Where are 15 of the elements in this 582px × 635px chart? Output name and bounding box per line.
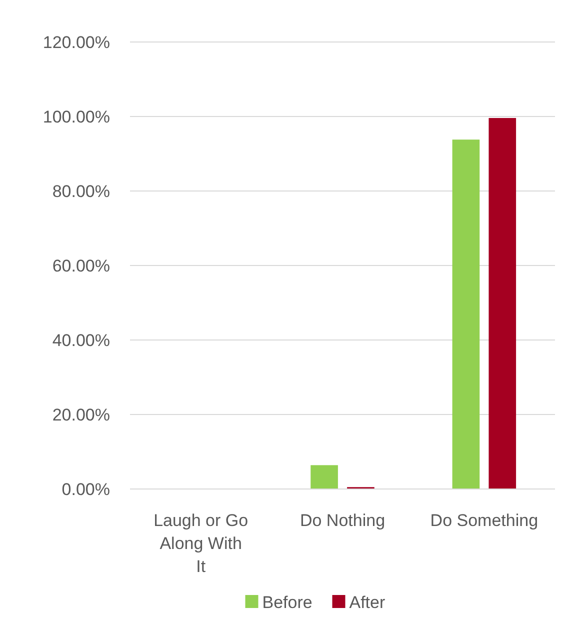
y-tick-label: 60.00% xyxy=(52,256,110,276)
y-tick-label: 100.00% xyxy=(42,107,110,126)
legend-label: After xyxy=(349,592,386,612)
y-tick-label: 0.00% xyxy=(62,480,110,499)
x-tick-label: Do Nothing xyxy=(300,511,386,530)
x-tick-label: Laugh or Go Along With It xyxy=(154,511,248,576)
legend-label: Before xyxy=(262,592,312,612)
x-tick-label: Do Something xyxy=(430,511,538,530)
y-tick-label: 40.00% xyxy=(52,330,110,350)
y-tick-label: 20.00% xyxy=(52,405,110,424)
y-tick-label: 120.00% xyxy=(42,32,110,52)
y-tick-label: 80.00% xyxy=(52,182,110,201)
bar xyxy=(452,140,480,489)
bar xyxy=(310,465,338,489)
bar xyxy=(488,118,516,489)
